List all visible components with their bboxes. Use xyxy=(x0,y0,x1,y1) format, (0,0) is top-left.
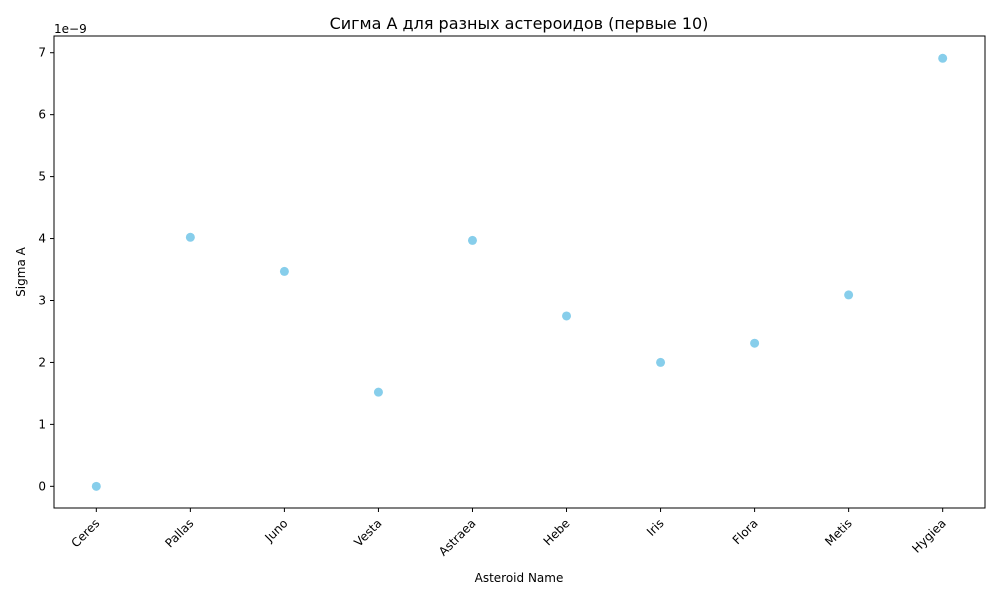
data-point xyxy=(467,235,477,245)
data-point xyxy=(91,481,101,491)
y-tick-label: 3 xyxy=(38,293,46,307)
y-tick-label: 1 xyxy=(38,417,46,431)
data-point xyxy=(373,387,383,397)
y-tick-label: 5 xyxy=(38,170,46,184)
x-axis-label: Asteroid Name xyxy=(475,571,564,585)
data-point xyxy=(185,232,195,242)
data-point xyxy=(656,357,666,367)
y-tick-label: 4 xyxy=(38,232,46,246)
y-axis-label: Sigma A xyxy=(14,246,28,296)
plot-frame xyxy=(53,35,986,509)
y-tick-label: 7 xyxy=(38,46,46,60)
y-tick-label: 0 xyxy=(38,479,46,493)
y-axis-exponent-label: 1e−9 xyxy=(54,22,87,36)
chart-title: Сигма A для разных астероидов (первые 10… xyxy=(330,14,709,33)
y-tick-label: 6 xyxy=(38,108,46,122)
data-point xyxy=(279,266,289,276)
data-point xyxy=(844,290,854,300)
data-point xyxy=(938,53,948,63)
points-layer xyxy=(91,53,948,491)
y-tick-label: 2 xyxy=(38,355,46,369)
data-point xyxy=(750,338,760,348)
data-point xyxy=(562,311,572,321)
